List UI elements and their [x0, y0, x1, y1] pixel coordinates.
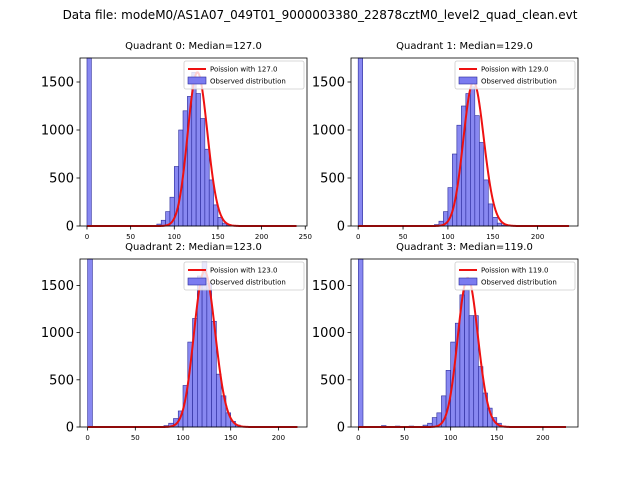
quadrant-3-subplot: 0 50 100 150 200 0 500 1000 1500 Quadrant 3: Medi… [312, 242, 578, 442]
x-tick-label: 100 [176, 434, 189, 442]
y-tick-label: 500 [49, 373, 74, 388]
histogram-bar [484, 180, 488, 226]
histogram-bar [465, 290, 470, 427]
histogram-bar [479, 142, 483, 226]
x-tick-label: 50 [131, 434, 140, 442]
x-tick-label: 200 [531, 233, 544, 241]
y-tick-label: 0 [337, 421, 345, 436]
histogram-bar [196, 94, 200, 226]
y-tick-label: 1000 [312, 326, 345, 341]
legend-label-poisson: Poission with 129.0 [481, 66, 549, 74]
y-tick-label: 1000 [312, 124, 345, 139]
x-tick-label: 100 [168, 233, 181, 241]
subplot-title: Quadrant 1: Median=129.0 [396, 41, 533, 52]
figure-title: Data file: modeM0/AS1A07_049T01_90000033… [0, 8, 640, 22]
subplot-title: Quadrant 0: Median=127.0 [125, 41, 262, 52]
histogram-bar [358, 259, 363, 427]
x-tick-label: 50 [400, 434, 409, 442]
x-tick-label: 150 [211, 233, 224, 241]
subplot-title: Quadrant 2: Median=123.0 [125, 242, 262, 253]
histogram-bar [493, 217, 497, 226]
y-tick-label: 1000 [41, 124, 74, 139]
y-tick-label: 0 [66, 421, 74, 436]
x-tick-label: 100 [441, 233, 454, 241]
x-tick-label: 0 [356, 233, 360, 241]
legend-bar-swatch [459, 77, 477, 84]
histogram-bar [216, 374, 221, 427]
histogram-bar [497, 223, 501, 226]
histogram-bar [488, 204, 492, 226]
x-tick-label: 0 [356, 434, 360, 442]
histogram-bar [475, 116, 479, 226]
x-tick-label: 0 [85, 434, 89, 442]
legend: Poission with 119.0 Observed distribution [455, 262, 575, 290]
legend-label-poisson: Poission with 127.0 [210, 66, 278, 74]
x-tick-label: 50 [399, 233, 408, 241]
y-tick-label: 1500 [41, 279, 74, 294]
quadrant-2-subplot: 0 50 100 150 200 0 500 1000 1500 Quadrant 2: Medi… [41, 242, 307, 442]
legend-label-observed: Observed distribution [210, 78, 286, 86]
legend-label-poisson: Poission with 123.0 [210, 267, 278, 275]
histogram-bar [87, 58, 91, 226]
legend-label-observed: Observed distribution [210, 279, 286, 287]
legend-bar-swatch [188, 77, 206, 84]
y-tick-label: 0 [337, 220, 345, 235]
histogram-bar [469, 316, 474, 427]
y-tick-label: 1500 [312, 279, 345, 294]
y-tick-label: 500 [320, 172, 345, 187]
legend-bar-swatch [459, 278, 477, 285]
x-tick-label: 100 [444, 434, 457, 442]
x-tick-label: 0 [85, 233, 89, 241]
legend-label-poisson: Poission with 119.0 [481, 267, 549, 275]
subplot-title: Quadrant 3: Median=119.0 [396, 242, 533, 253]
x-tick-label: 150 [490, 434, 503, 442]
histogram-bar [88, 259, 93, 427]
x-tick-label: 250 [299, 233, 312, 241]
legend: Poission with 127.0 Observed distribution [184, 61, 304, 89]
histogram-bar [470, 87, 474, 226]
histogram-bar [207, 284, 212, 427]
y-tick-label: 1500 [312, 76, 345, 91]
legend: Poission with 129.0 Observed distribution [455, 61, 575, 89]
legend-label-observed: Observed distribution [481, 279, 557, 287]
histogram-bar [214, 205, 218, 226]
x-tick-label: 50 [126, 233, 135, 241]
y-tick-label: 500 [320, 373, 345, 388]
histogram-bar [200, 118, 204, 226]
y-tick-label: 1000 [41, 326, 74, 341]
x-tick-label: 150 [486, 233, 499, 241]
legend-bar-swatch [188, 278, 206, 285]
histogram-bar [358, 58, 362, 226]
quadrant-1-subplot: 0 50 100 150 200 0 500 1000 1500 Quadrant 1: Medi… [312, 41, 578, 241]
x-tick-label: 200 [255, 233, 268, 241]
legend: Poission with 123.0 Observed distribution [184, 262, 304, 290]
y-tick-label: 500 [49, 172, 74, 187]
x-tick-label: 200 [536, 434, 549, 442]
histogram-bar [209, 180, 213, 226]
y-tick-label: 0 [66, 220, 74, 235]
y-tick-label: 1500 [41, 76, 74, 91]
quadrant-0-subplot: 0 50 100 150 200 250 0 500 1000 1500 Quadrant 0: M… [41, 41, 312, 241]
x-tick-label: 150 [224, 434, 237, 442]
legend-label-observed: Observed distribution [481, 78, 557, 86]
x-tick-label: 200 [272, 434, 285, 442]
histogram-bar [205, 149, 209, 226]
